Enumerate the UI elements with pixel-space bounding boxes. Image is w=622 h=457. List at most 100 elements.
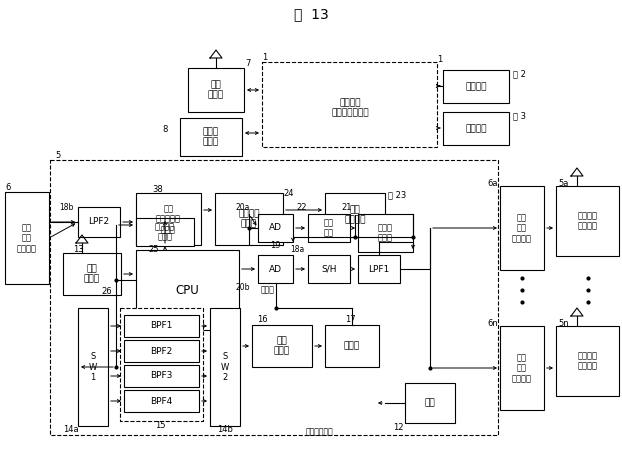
Text: LPF1: LPF1	[368, 265, 389, 273]
Text: 1: 1	[262, 53, 267, 63]
Text: 12: 12	[392, 424, 403, 432]
Text: BPF4: BPF4	[151, 397, 173, 405]
Text: 6a: 6a	[488, 179, 498, 187]
Text: 部分
放電
アンテナ: 部分 放電 アンテナ	[512, 353, 532, 383]
Bar	[210, 308, 240, 426]
Text: LPF2: LPF2	[88, 218, 109, 227]
Text: 電源
ゼロクロス
検出器: 電源 ゼロクロス 検出器	[156, 204, 181, 234]
Text: BPF2: BPF2	[151, 346, 173, 356]
Bar	[443, 112, 509, 145]
Bar	[258, 255, 293, 283]
Text: 22: 22	[297, 202, 307, 212]
Text: 18b: 18b	[60, 202, 74, 212]
Text: 記憶装置: 記憶装置	[465, 124, 487, 133]
Text: 対数
増幅器: 対数 増幅器	[274, 336, 290, 356]
Text: 部分
放電
アンテナ: 部分 放電 アンテナ	[512, 213, 532, 243]
Text: 5a: 5a	[558, 179, 569, 187]
Text: マスタ
タイマ: マスタ タイマ	[203, 128, 219, 147]
Text: 表示装置: 表示装置	[465, 82, 487, 91]
Text: 7: 7	[245, 58, 251, 68]
Bar	[258, 214, 293, 242]
Bar	[308, 255, 350, 283]
Text: 6n: 6n	[487, 319, 498, 328]
Text: 5: 5	[55, 152, 60, 160]
Text: 電池: 電池	[425, 399, 435, 408]
Text: 1: 1	[437, 55, 442, 64]
Text: 14b: 14b	[217, 425, 233, 435]
Text: 部分放電
検出回路: 部分放電 検出回路	[577, 351, 598, 371]
Bar	[50, 160, 498, 435]
Text: 部分放電
検出回路: 部分放電 検出回路	[577, 211, 598, 231]
Text: 8: 8	[162, 126, 168, 134]
Text: 20b: 20b	[236, 283, 250, 292]
Text: 検波器: 検波器	[344, 341, 360, 351]
Bar	[136, 218, 194, 246]
Bar	[180, 118, 242, 156]
Bar	[188, 68, 244, 112]
Text: 無線
基地局: 無線 基地局	[208, 80, 224, 100]
Bar	[405, 383, 455, 423]
Text: 6: 6	[5, 184, 11, 192]
Bar	[358, 214, 413, 252]
Bar	[252, 325, 312, 367]
Text: 分割
クロック: 分割 クロック	[344, 205, 366, 225]
Bar	[124, 390, 199, 412]
Text: 20a: 20a	[236, 202, 250, 212]
Text: 遅延
回路: 遅延 回路	[324, 218, 334, 238]
Text: 16: 16	[257, 315, 267, 324]
Bar	[215, 193, 283, 245]
Text: BPF3: BPF3	[151, 372, 173, 381]
Text: ～ 2: ～ 2	[513, 69, 526, 79]
Bar	[124, 315, 199, 337]
Bar	[124, 365, 199, 387]
Text: S
W
2: S W 2	[221, 352, 229, 382]
Bar	[124, 340, 199, 362]
Text: 回路駆動電圧: 回路駆動電圧	[306, 427, 334, 436]
Text: スレーブ
タイマ: スレーブ タイマ	[155, 222, 175, 242]
Text: AD: AD	[269, 223, 282, 233]
Bar	[5, 192, 49, 284]
Text: 無線
送信部: 無線 送信部	[84, 264, 100, 284]
Text: 13: 13	[73, 244, 83, 254]
Text: 19: 19	[270, 240, 281, 250]
Bar	[78, 207, 120, 237]
Bar	[556, 186, 619, 256]
Bar	[325, 325, 379, 367]
Text: 25: 25	[149, 245, 159, 255]
Bar	[262, 62, 437, 147]
Text: 平均値: 平均値	[261, 286, 275, 294]
Bar	[78, 308, 108, 426]
Text: 部分放電
診断・解析装置: 部分放電 診断・解析装置	[331, 98, 369, 118]
Text: AD: AD	[269, 265, 282, 273]
Text: 18a: 18a	[290, 245, 304, 255]
Text: CPU: CPU	[175, 283, 200, 297]
Bar	[136, 250, 239, 330]
Text: 図  13: 図 13	[294, 7, 328, 21]
Text: BPF1: BPF1	[151, 322, 173, 330]
Text: 14a: 14a	[63, 425, 79, 435]
Text: 21: 21	[341, 202, 352, 212]
Text: 15: 15	[155, 420, 165, 430]
Bar	[358, 255, 400, 283]
Text: 電源周期
タイマ: 電源周期 タイマ	[238, 209, 260, 228]
Bar	[443, 70, 509, 103]
Text: 17: 17	[345, 315, 355, 324]
Bar	[308, 214, 350, 242]
Text: S
W
1: S W 1	[89, 352, 97, 382]
Text: 26: 26	[101, 287, 112, 297]
Bar	[500, 186, 544, 270]
Bar	[120, 308, 203, 421]
Text: 24: 24	[283, 188, 294, 197]
Text: 38: 38	[152, 185, 164, 193]
Bar	[500, 326, 544, 410]
Text: ～ 3: ～ 3	[513, 112, 526, 121]
Text: 部分
放電
アンテナ: 部分 放電 アンテナ	[17, 223, 37, 253]
Text: 5n: 5n	[558, 319, 569, 328]
Text: S/H: S/H	[321, 265, 337, 273]
Bar	[556, 326, 619, 396]
Bar	[63, 253, 121, 295]
Text: ピーク
検出器: ピーク 検出器	[378, 223, 393, 243]
Bar	[325, 193, 385, 237]
Text: ～ 23: ～ 23	[388, 191, 406, 200]
Bar	[136, 193, 201, 245]
